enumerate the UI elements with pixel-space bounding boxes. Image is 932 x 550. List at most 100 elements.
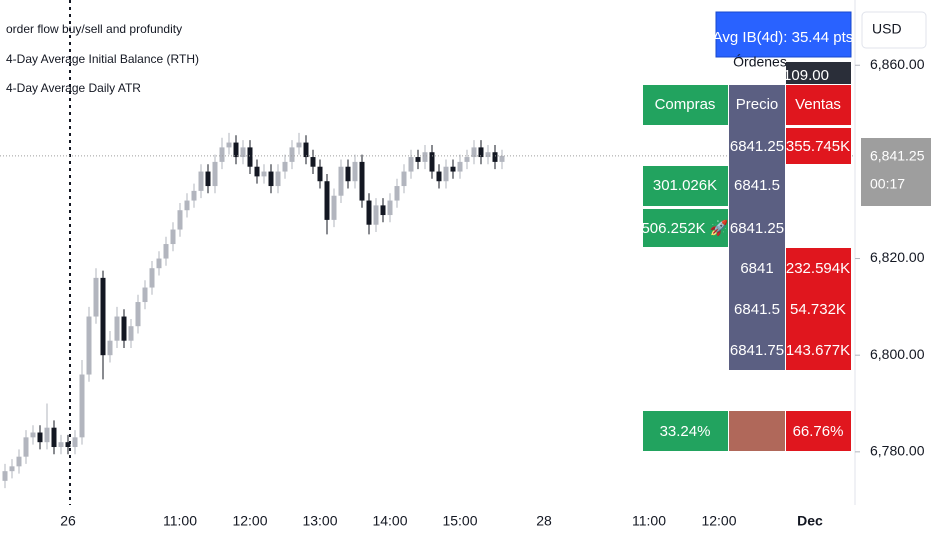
header-cell (643, 85, 728, 125)
candle-body (44, 427, 50, 443)
candle-body (65, 442, 71, 448)
candle-body (100, 277, 106, 356)
candle-body (198, 171, 204, 191)
header-text: Compras (655, 96, 716, 113)
indicator-label: 4-Day Average Initial Balance (RTH) (6, 52, 199, 66)
precio-cell: 6841.5 (734, 301, 780, 318)
precio-cell: 6841.25 (730, 220, 784, 237)
plot-area (0, 132, 855, 489)
candle-body (156, 258, 162, 269)
y-tick-label: 6,860.00 (870, 56, 925, 72)
candle-body (163, 244, 169, 259)
candle-body (478, 147, 484, 158)
candle-body (485, 152, 491, 158)
candle-body (51, 427, 57, 448)
candle-body (261, 171, 267, 177)
y-tick-label: 6,800.00 (870, 346, 925, 362)
compras-cell (643, 209, 728, 247)
candle-body (177, 210, 183, 230)
candle-body (345, 166, 351, 182)
candle-body (240, 147, 246, 158)
header-text: Ventas (795, 96, 841, 113)
candle-body (317, 166, 323, 182)
x-tick-label: 12:00 (701, 513, 736, 529)
candle-body (268, 171, 274, 187)
candle-body (23, 437, 29, 457)
x-tick-label: 15:00 (442, 513, 477, 529)
candle-body (289, 147, 295, 162)
countdown: 00:17 (870, 176, 905, 192)
candle-body (296, 142, 302, 148)
candle-body (303, 142, 309, 158)
candle-body (205, 171, 211, 187)
header-text: Precio (736, 96, 779, 113)
x-tick-label: 28 (536, 513, 552, 529)
candle-body (408, 157, 414, 172)
x-tick-label: 11:00 (163, 513, 197, 529)
indicator-label: 4-Day Average Daily ATR (6, 81, 141, 95)
avg-ib-box (715, 11, 852, 58)
candle-body (366, 200, 372, 225)
candle-body (450, 166, 456, 172)
candle-body (247, 147, 253, 167)
last-price-box (861, 138, 931, 206)
ventas-text: 54.732K (790, 301, 846, 318)
candle-body (492, 152, 498, 162)
candle-body (128, 326, 134, 341)
candle-body (457, 161, 463, 172)
candle-body (79, 374, 85, 438)
x-tick-label: Dec (797, 513, 823, 529)
candle-body (380, 205, 386, 216)
candle-body (135, 302, 141, 327)
precio-cell: 6841 (740, 260, 773, 277)
footer-cell (729, 411, 785, 451)
candle-body (436, 171, 442, 182)
candle-body (212, 161, 218, 187)
header-cell (786, 85, 851, 125)
candle-body (387, 200, 393, 216)
candle-body (282, 161, 288, 172)
candle-body (86, 316, 92, 375)
currency-button[interactable] (861, 11, 927, 49)
candle-body (422, 152, 428, 162)
candle-body (275, 171, 281, 187)
last-price-label: 6,841.25 (870, 148, 925, 164)
candle-body (219, 147, 225, 162)
ventas-cell (786, 128, 851, 164)
avg-ib-label: Avg IB(4d): 35.44 pts (713, 29, 854, 46)
candle-body (394, 186, 400, 201)
candle-body (254, 166, 260, 177)
x-tick-label: 11:00 (632, 513, 666, 529)
ordenes-label: Órdenes (733, 54, 787, 70)
candle-body (415, 157, 421, 162)
precio-cell: 6841.5 (734, 177, 780, 194)
ordenes-value: 109.00 (783, 67, 829, 84)
compras-cell (643, 166, 728, 206)
indicator-label: order flow buy/sell and profundity (6, 22, 182, 36)
precio-cell: 6841.25 (730, 138, 784, 155)
candle-body (233, 142, 239, 158)
candle-body (443, 166, 449, 182)
candle-body (499, 155, 505, 162)
candle-body (114, 316, 120, 341)
x-tick-label: 12:00 (232, 513, 267, 529)
currency-label[interactable]: USD (872, 21, 902, 37)
candle-body (58, 442, 64, 448)
candle-body (170, 229, 176, 245)
candle-body (331, 195, 337, 220)
candle-body (429, 152, 435, 172)
footer-cell (786, 411, 851, 451)
candle-body (471, 147, 477, 158)
candle-body (37, 432, 43, 443)
candle-body (359, 161, 365, 201)
candle-body (464, 157, 470, 162)
candle-body (16, 456, 22, 467)
ventas-text: 143.677K (786, 342, 850, 359)
candle-body (352, 161, 358, 182)
candle-body (30, 432, 36, 438)
candle-body (2, 471, 8, 481)
candle-body (324, 181, 330, 220)
footer-text: 66.76% (793, 423, 844, 440)
x-tick-label: 13:00 (302, 513, 337, 529)
